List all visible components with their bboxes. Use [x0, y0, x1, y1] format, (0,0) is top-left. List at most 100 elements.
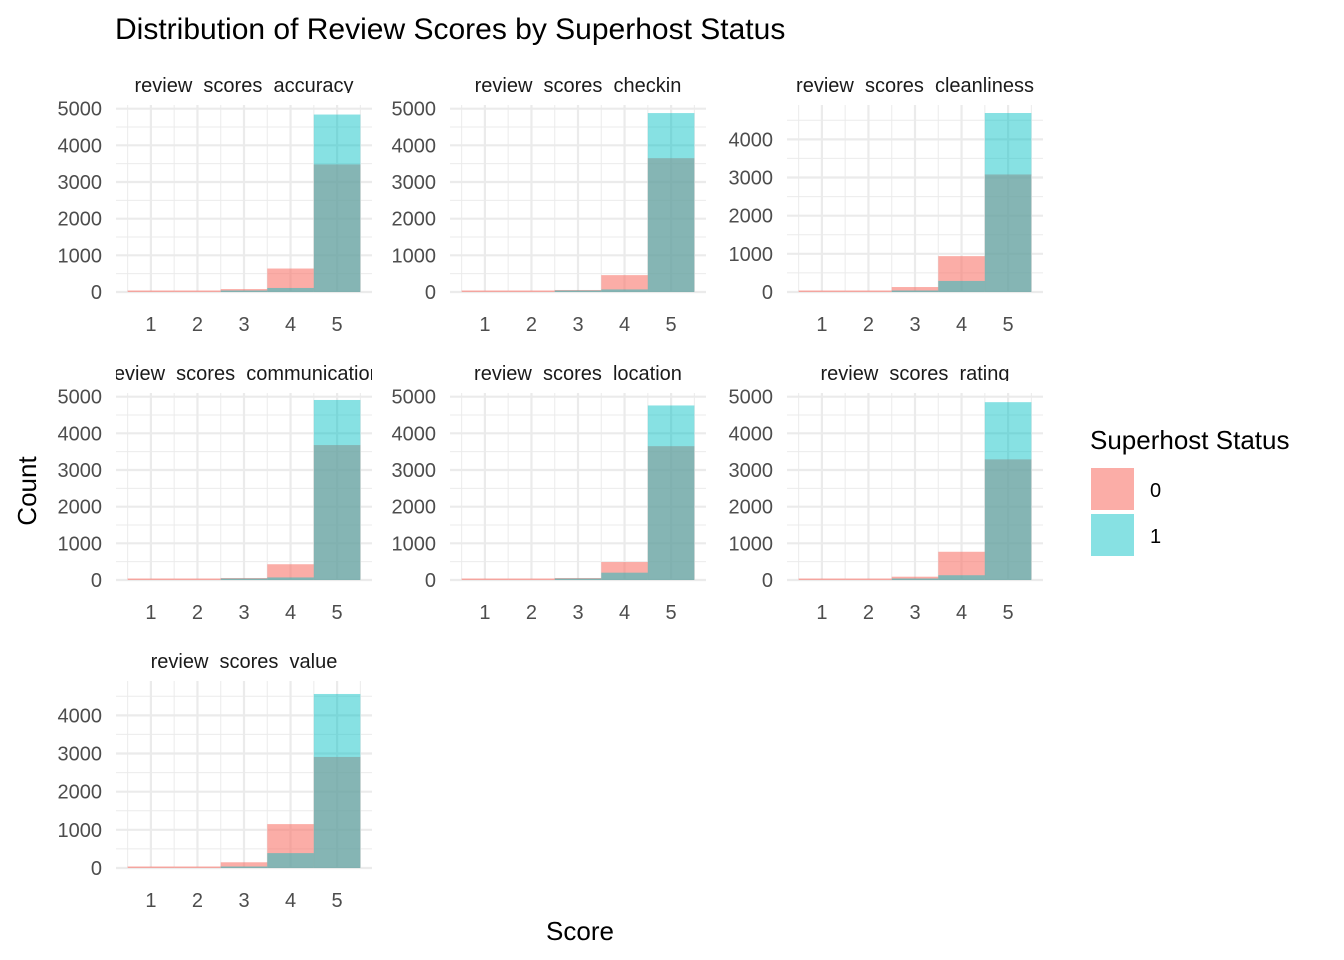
bar-superhost-0: [220, 862, 268, 868]
bar-superhost-1: [984, 113, 1032, 292]
y-tick-label: 1000: [729, 533, 774, 555]
y-tick-label: 2000: [58, 782, 103, 804]
x-tick-label: 1: [816, 314, 827, 336]
y-tick-label: 4000: [58, 135, 103, 157]
y-tick-label: 5000: [729, 387, 774, 409]
facet-strip-label: review_scores_cleanliness: [796, 75, 1034, 97]
legend-label-0: 0: [1150, 480, 1161, 502]
bar-superhost-0: [938, 551, 985, 580]
y-tick-label: 3000: [729, 460, 774, 482]
x-tick-label: 2: [526, 314, 537, 336]
facet-strip-label: review_scores_communication: [107, 363, 380, 385]
bar-superhost-1: [313, 114, 361, 293]
y-tick-label: 4000: [729, 423, 774, 445]
x-tick-label: 3: [572, 314, 583, 336]
legend-key-1: [1091, 514, 1134, 556]
y-tick-label: 2000: [729, 206, 774, 228]
x-tick-label: 5: [332, 602, 343, 624]
y-tick-label: 0: [425, 282, 436, 304]
facet-panel: review_scores_communication 0 1000 2000 3000…: [58, 363, 380, 624]
bar-superhost-0: [554, 577, 602, 580]
x-tick-label: 3: [238, 890, 249, 912]
bar-superhost-1: [647, 405, 695, 580]
bar-superhost-0: [174, 290, 221, 292]
bar-superhost-0: [984, 174, 1032, 292]
x-tick-label: 2: [863, 314, 874, 336]
x-tick-label: 4: [956, 314, 967, 336]
bar-superhost-0: [845, 578, 892, 580]
y-tick-label: 3000: [392, 172, 437, 194]
bar-superhost-1: [938, 575, 985, 580]
bar-superhost-0: [174, 866, 221, 868]
bar-superhost-0: [127, 290, 175, 292]
bar-superhost-0: [267, 824, 314, 868]
y-tick-label: 5000: [58, 387, 103, 409]
legend-label-1: 1: [1150, 526, 1161, 548]
bar-superhost-0: [508, 578, 555, 580]
y-axis-title: Count: [12, 456, 42, 526]
bar-superhost-0: [891, 576, 939, 580]
bar-superhost-0: [313, 445, 361, 580]
x-tick-label: 4: [956, 602, 967, 624]
x-tick-label: 5: [1003, 314, 1014, 336]
y-tick-label: 3000: [58, 744, 103, 766]
legend-title: Superhost Status: [1090, 425, 1289, 455]
y-tick-label: 3000: [58, 460, 103, 482]
legend: Superhost Status 0 1: [1090, 425, 1289, 556]
bar-superhost-0: [461, 578, 509, 580]
x-tick-label: 2: [526, 602, 537, 624]
x-tick-label: 2: [863, 602, 874, 624]
x-tick-label: 1: [145, 314, 156, 336]
x-tick-label: 5: [332, 314, 343, 336]
y-tick-label: 0: [425, 570, 436, 592]
x-tick-label: 1: [479, 602, 490, 624]
facet-strip-label: review_scores_location: [474, 363, 682, 385]
bar-superhost-1: [220, 290, 268, 292]
y-tick-label: 2000: [392, 209, 437, 231]
x-tick-label: 1: [145, 602, 156, 624]
y-tick-label: 1000: [392, 245, 437, 267]
bar-superhost-0: [267, 564, 314, 580]
x-tick-label: 4: [285, 314, 296, 336]
facet-panel: review_scores_cleanliness 0 1000 2000 3000 40…: [729, 75, 1043, 336]
y-tick-label: 4000: [58, 423, 103, 445]
bar-superhost-0: [220, 289, 268, 292]
y-tick-label: 2000: [392, 497, 437, 519]
facet-panel: review_scores_accuracy 0 1000 2000 3000 4000 5…: [58, 75, 372, 336]
bar-superhost-0: [938, 256, 985, 292]
bar-superhost-1: [554, 578, 602, 580]
bar-superhost-0: [984, 459, 1032, 580]
bar-superhost-1: [938, 280, 985, 292]
bar-superhost-0: [461, 290, 509, 292]
bar-superhost-1: [647, 113, 695, 292]
bar-superhost-0: [127, 866, 175, 868]
x-tick-label: 5: [332, 890, 343, 912]
x-tick-label: 2: [192, 314, 203, 336]
bar-superhost-0: [601, 275, 648, 292]
bar-superhost-1: [891, 578, 939, 580]
x-tick-label: 1: [816, 602, 827, 624]
y-tick-label: 0: [762, 570, 773, 592]
bar-superhost-0: [174, 578, 221, 580]
x-tick-label: 3: [909, 602, 920, 624]
x-tick-label: 4: [285, 890, 296, 912]
y-tick-label: 2000: [729, 497, 774, 519]
bar-superhost-0: [313, 756, 361, 868]
chart-title: Distribution of Review Scores by Superho…: [115, 13, 785, 46]
bar-superhost-0: [647, 446, 695, 580]
y-tick-label: 5000: [392, 99, 437, 121]
y-tick-label: 0: [91, 858, 102, 880]
bar-superhost-1: [267, 287, 314, 292]
y-tick-label: 3000: [392, 460, 437, 482]
x-tick-label: 3: [909, 314, 920, 336]
x-tick-label: 4: [619, 602, 630, 624]
y-tick-label: 1000: [392, 533, 437, 555]
facet-panels: review_scores_accuracy010002000300040005…: [58, 75, 1043, 912]
bar-superhost-1: [601, 572, 648, 580]
bar-superhost-1: [313, 693, 361, 868]
x-tick-label: 2: [192, 890, 203, 912]
bar-superhost-1: [313, 399, 361, 580]
x-tick-label: 3: [238, 602, 249, 624]
bar-superhost-0: [554, 289, 602, 292]
y-tick-label: 5000: [58, 99, 103, 121]
